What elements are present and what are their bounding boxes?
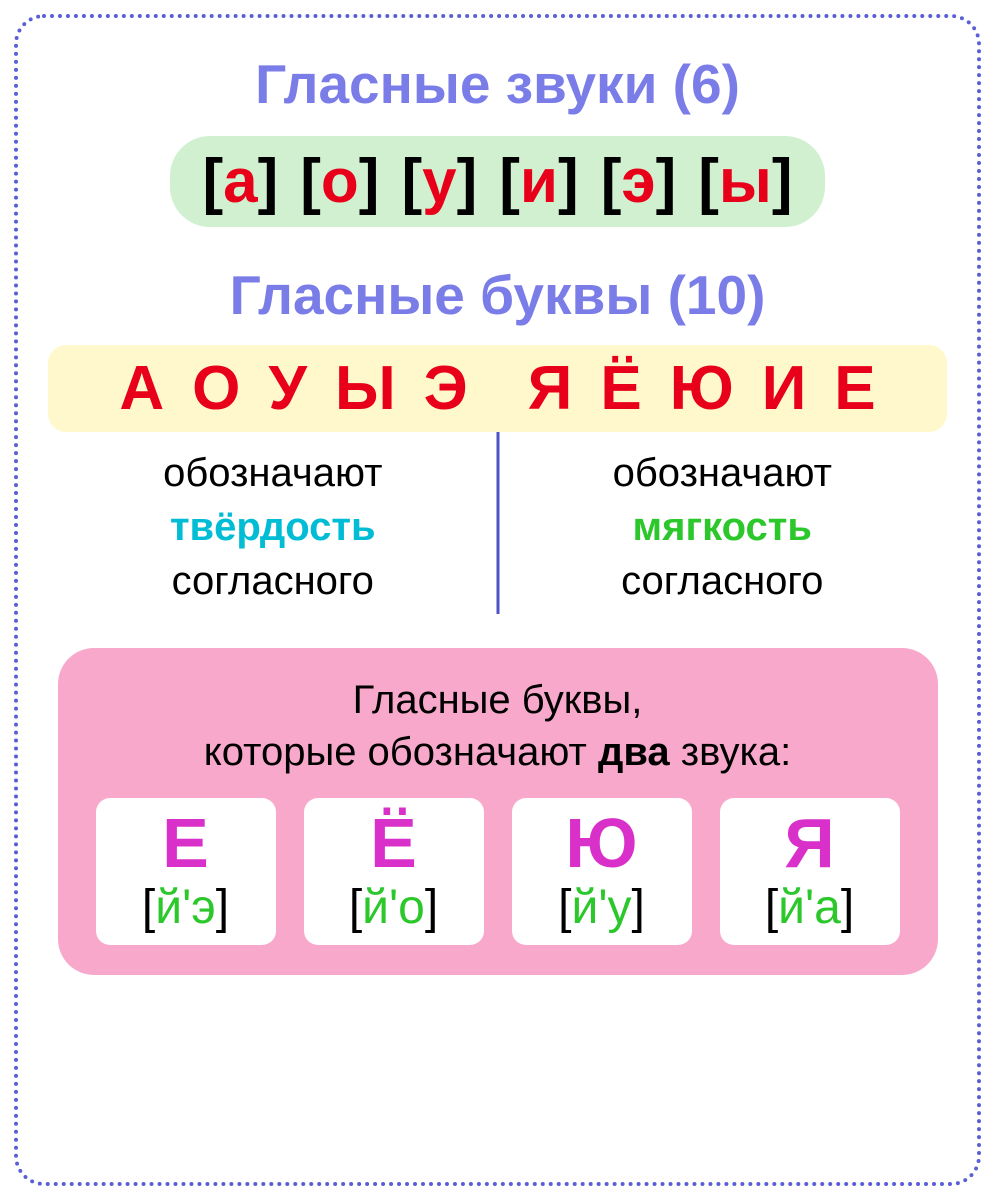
bracket-close: ] [425, 880, 438, 935]
sound-item: [и] [499, 146, 578, 217]
sound-item: [э] [601, 146, 677, 217]
phoneme: й'э [155, 880, 215, 935]
letter: Э [424, 353, 468, 424]
phoneme: у [422, 146, 456, 217]
sound-item: [ы] [698, 146, 792, 217]
bracket-open: [ [698, 146, 719, 217]
letters-description-row: обозначают твёрдость согласного обознача… [48, 440, 947, 614]
sound-item: [о] [300, 146, 379, 217]
letter: И [762, 353, 807, 424]
title-line1: Гласные буквы, [353, 678, 643, 722]
soft-description: обозначают мягкость согласного [498, 440, 948, 614]
sounds-row: [а] [о] [у] [и] [э] [ы] [170, 136, 824, 227]
two-sounds-cards: Е [й'э] Ё [й'о] Ю [й'у] Я [й'а] [88, 798, 908, 945]
two-sounds-box: Гласные буквы, которые обозначают два зв… [58, 648, 938, 975]
card-letter: Е [162, 808, 209, 878]
bracket-open: [ [202, 146, 223, 217]
bracket-close: ] [841, 880, 854, 935]
letter: О [192, 353, 240, 424]
bracket-close: ] [558, 146, 579, 217]
letter-card: Ю [й'у] [512, 798, 692, 945]
bracket-close: ] [631, 880, 644, 935]
bracket-close: ] [359, 146, 380, 217]
phoneme: й'о [362, 880, 425, 935]
desc-line: обозначают [163, 451, 382, 495]
bracket-open: [ [401, 146, 422, 217]
desc-line: согласного [621, 559, 823, 603]
letter: Я [528, 353, 573, 424]
letter: Ы [335, 353, 396, 424]
letter-card: Ё [й'о] [304, 798, 484, 945]
bracket-close: ] [216, 880, 229, 935]
sounds-title-count: (6) [657, 53, 740, 115]
desc-line: обозначают [613, 451, 832, 495]
title-line2-pre: которые обозначают [204, 730, 598, 774]
letters-row: А О У Ы Э Я Ё Ю И Е [48, 345, 947, 432]
phoneme: и [520, 146, 558, 217]
letter: Ё [600, 353, 641, 424]
letter-card: Е [й'э] [96, 798, 276, 945]
letter: А [119, 353, 164, 424]
sounds-title: Гласные звуки (6) [255, 52, 740, 116]
card-sound: [й'а] [765, 880, 854, 935]
sounds-title-text: Гласные звуки [255, 53, 657, 115]
bracket-open: [ [300, 146, 321, 217]
hard-keyword: твёрдость [170, 505, 376, 549]
bracket-close: ] [772, 146, 793, 217]
bracket-open: [ [558, 880, 571, 935]
bracket-close: ] [258, 146, 279, 217]
title-line2-post: звука: [670, 730, 792, 774]
bracket-open: [ [601, 146, 622, 217]
bracket-open: [ [349, 880, 362, 935]
letters-title: Гласные буквы (10) [230, 263, 766, 327]
card-sound: [й'о] [349, 880, 438, 935]
bracket-open: [ [142, 880, 155, 935]
phoneme: й'а [778, 880, 841, 935]
letters-title-text: Гласные буквы [230, 264, 653, 326]
bracket-close: ] [656, 146, 677, 217]
vertical-divider [496, 432, 499, 614]
letter: Е [834, 353, 875, 424]
soft-keyword: мягкость [633, 505, 812, 549]
bracket-close: ] [457, 146, 478, 217]
desc-line: согласного [172, 559, 374, 603]
card-sound: [й'у] [558, 880, 645, 935]
letter: Ю [670, 353, 734, 424]
card-sound: [й'э] [142, 880, 229, 935]
letter: У [268, 353, 307, 424]
phoneme: а [223, 146, 257, 217]
bracket-open: [ [765, 880, 778, 935]
phoneme: э [621, 146, 655, 217]
letters-title-count: (10) [652, 264, 765, 326]
letters-soft-group: Я Ё Ю И Е [528, 353, 876, 424]
phoneme: ы [719, 146, 772, 217]
card-letter: Ю [565, 808, 637, 878]
letters-hard-group: А О У Ы Э [119, 353, 467, 424]
card-letter: Ё [370, 808, 417, 878]
letter-card: Я [й'а] [720, 798, 900, 945]
phoneme: й'у [572, 880, 632, 935]
card-letter: Я [784, 808, 834, 878]
hard-description: обозначают твёрдость согласного [48, 440, 498, 614]
main-frame: Гласные звуки (6) [а] [о] [у] [и] [э] [ы… [14, 14, 981, 1186]
sound-item: [а] [202, 146, 278, 217]
bracket-open: [ [499, 146, 520, 217]
two-sounds-title: Гласные буквы, которые обозначают два зв… [204, 674, 791, 778]
phoneme: о [321, 146, 359, 217]
title-line2-em: два [598, 730, 670, 774]
sound-item: [у] [401, 146, 477, 217]
